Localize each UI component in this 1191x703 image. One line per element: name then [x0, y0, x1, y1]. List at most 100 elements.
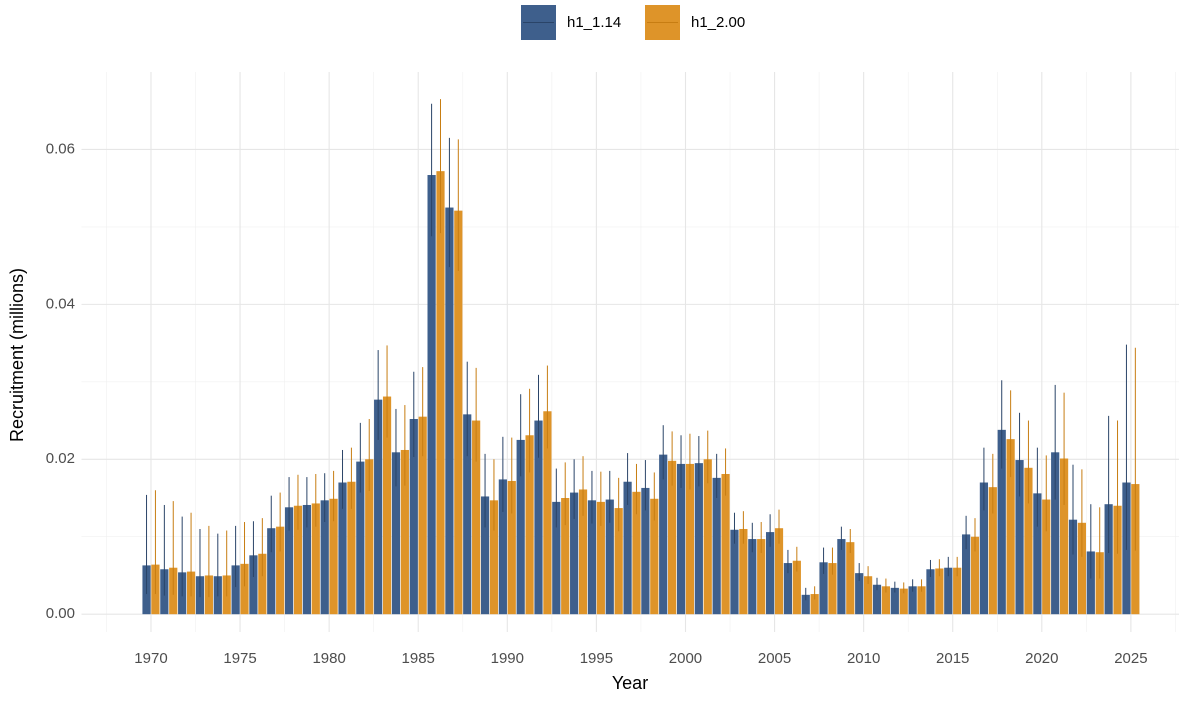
x-tick-label: 2015 — [936, 650, 969, 667]
bar — [1086, 551, 1095, 615]
bar — [258, 553, 267, 615]
bar — [890, 587, 899, 615]
bar — [240, 563, 249, 615]
bar — [338, 482, 347, 615]
bar — [623, 481, 632, 615]
bar — [953, 567, 962, 615]
bar — [418, 416, 427, 615]
legend-label: h1_1.14 — [567, 14, 621, 31]
y-tick-label: 0.06 — [46, 140, 75, 157]
bar — [436, 171, 445, 615]
bar — [970, 536, 980, 615]
bar — [810, 594, 819, 615]
x-tick-label: 2025 — [1114, 650, 1147, 667]
bar — [276, 526, 285, 615]
bar — [489, 500, 499, 615]
x-tick-label: 2005 — [758, 650, 791, 667]
bar — [908, 586, 917, 615]
legend-label: h1_2.00 — [691, 14, 745, 31]
bar — [739, 528, 748, 615]
x-tick-label: 1995 — [580, 650, 613, 667]
bar — [1024, 467, 1033, 615]
y-tick-label: 0.04 — [46, 295, 75, 312]
bar — [570, 492, 579, 615]
bar — [409, 418, 418, 615]
bar — [400, 449, 409, 615]
x-tick-label: 2010 — [847, 650, 880, 667]
x-tick-label: 1985 — [402, 650, 435, 667]
bar — [1068, 519, 1078, 615]
x-tick-label: 2000 — [669, 650, 702, 667]
y-tick-label: 0.00 — [46, 605, 75, 622]
bar — [231, 565, 240, 615]
bar — [311, 503, 320, 615]
bar — [668, 460, 677, 615]
bar — [480, 496, 490, 615]
bar — [445, 207, 454, 615]
x-tick-label: 2020 — [1025, 650, 1058, 667]
bar — [792, 560, 801, 615]
bar — [463, 414, 472, 615]
bar — [587, 500, 597, 615]
bar — [801, 594, 810, 615]
y-axis-title: Recruitment (millions) — [7, 268, 27, 442]
x-tick-label: 1970 — [134, 650, 167, 667]
bar — [1051, 452, 1060, 615]
bar — [329, 498, 338, 615]
bar — [917, 586, 926, 615]
bar — [561, 498, 570, 615]
bar — [267, 528, 276, 615]
bar — [766, 532, 775, 615]
bar — [997, 429, 1006, 615]
bar — [979, 482, 989, 615]
bar — [926, 569, 935, 615]
bar — [614, 508, 623, 615]
bar — [1042, 499, 1051, 615]
bar — [1113, 505, 1122, 615]
bar — [757, 539, 766, 615]
bar — [249, 555, 258, 615]
bar — [1006, 439, 1015, 615]
bar — [783, 563, 793, 615]
bar — [1104, 504, 1113, 615]
bar — [552, 501, 561, 615]
bar — [347, 481, 356, 615]
bar — [374, 399, 383, 615]
bar — [650, 498, 659, 615]
bar — [605, 499, 614, 615]
bar — [516, 439, 525, 615]
bar — [632, 491, 641, 615]
bar — [365, 459, 374, 615]
bar — [774, 528, 784, 615]
bar — [472, 420, 481, 615]
bar — [534, 420, 543, 615]
bar — [284, 507, 294, 615]
bar — [391, 452, 401, 615]
bar — [819, 562, 828, 615]
bar — [578, 489, 588, 615]
bar — [846, 542, 855, 615]
bar — [525, 435, 534, 615]
bar — [498, 479, 507, 615]
bar — [427, 175, 436, 615]
bar — [944, 567, 953, 615]
bar — [454, 210, 463, 615]
bar — [641, 487, 650, 615]
bar — [1015, 460, 1024, 615]
y-tick-label: 0.02 — [46, 450, 75, 467]
bar — [676, 463, 686, 615]
bar — [863, 576, 873, 615]
x-axis-title: Year — [612, 673, 648, 693]
bar — [988, 487, 997, 615]
bar — [596, 501, 605, 615]
bar — [837, 539, 846, 615]
bar — [293, 505, 303, 615]
bar — [721, 473, 730, 615]
bar — [507, 480, 516, 615]
x-tick-label: 1980 — [312, 650, 345, 667]
bar — [828, 563, 837, 615]
bar — [703, 459, 712, 615]
bar — [1095, 552, 1104, 615]
bar — [899, 588, 908, 615]
